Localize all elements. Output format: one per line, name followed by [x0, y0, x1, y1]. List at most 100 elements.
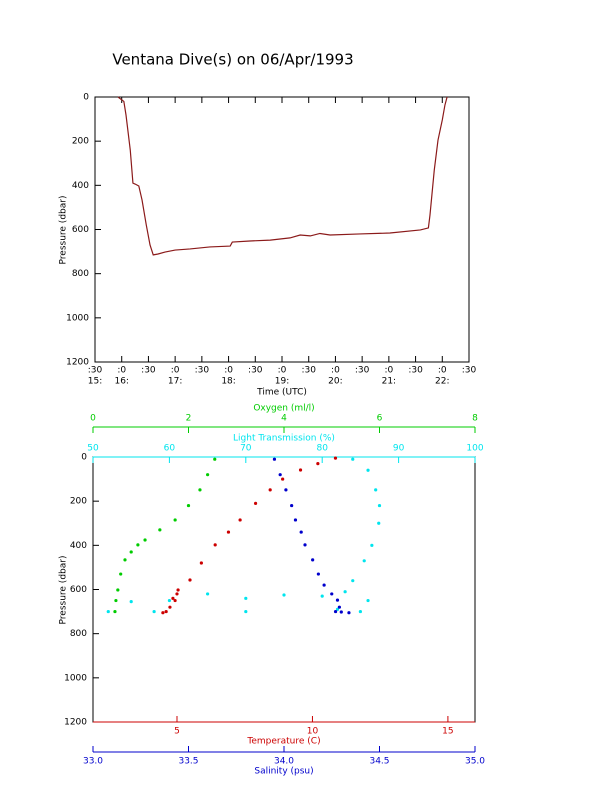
x-axis-label: Time (UTC): [256, 388, 307, 398]
x-tick-label: :0: [384, 366, 393, 376]
y-tick-label: 200: [72, 137, 89, 147]
y-tick-label: 800: [72, 269, 89, 279]
profile-point: [188, 578, 192, 582]
profile-point: [164, 609, 168, 614]
x-axis-label: Oxygen (ml/l): [253, 404, 314, 414]
x-tick-label: 60: [164, 444, 176, 454]
y-tick-label: 1000: [64, 673, 87, 683]
x-tick-label: 0: [90, 414, 96, 424]
x-tick-label: 100: [466, 444, 483, 454]
profile-point: [244, 609, 248, 614]
profile-point: [168, 605, 172, 609]
y-tick-label: 400: [72, 181, 89, 191]
profile-point: [244, 596, 248, 600]
x-tick-label: :0: [331, 366, 340, 376]
profile-point: [333, 609, 338, 614]
profile-point: [316, 462, 320, 466]
profile-point: [322, 583, 326, 587]
profile-point: [366, 468, 370, 472]
pressure-line: [117, 96, 448, 256]
x-tick-label: 8: [472, 414, 478, 424]
x-axis-label: Salinity (psu): [254, 767, 313, 777]
y-tick-label: 800: [70, 629, 87, 639]
x-tick-label: 15: [442, 727, 453, 737]
x-tick-label: 33.5: [178, 757, 198, 767]
profile-point: [281, 477, 285, 481]
profile-point: [173, 598, 177, 603]
x-axis-label: Temperature (C): [246, 737, 320, 747]
profile-point: [351, 579, 355, 583]
profile-point: [320, 594, 324, 598]
chart-title: Ventana Dive(s) on 06/Apr/1993: [112, 51, 353, 69]
x-tick-label: 50: [87, 444, 99, 454]
profile-point: [253, 501, 258, 505]
profile-point: [113, 609, 117, 614]
profile-point: [116, 588, 120, 592]
profile-point: [343, 590, 347, 594]
profile-point: [293, 518, 298, 522]
profile-point: [282, 593, 286, 597]
profile-point: [238, 518, 242, 522]
x-tick-label: 80: [316, 444, 328, 454]
y-tick-label: 600: [72, 225, 89, 235]
x-tick-label: 6: [377, 414, 383, 424]
profile-point: [171, 596, 175, 600]
y-tick-label: 200: [70, 497, 87, 507]
profile-point: [347, 611, 351, 615]
profile-point: [123, 558, 127, 562]
x-tick-label: :0: [438, 366, 447, 376]
profile-point: [290, 503, 294, 508]
x-tick-label: 70: [240, 444, 252, 454]
y-tick-label: 1200: [66, 358, 89, 368]
x-tick-label: 4: [281, 414, 287, 424]
x-tick-hour-label: 19:: [275, 377, 289, 387]
x-tick-label: 5: [174, 727, 180, 737]
x-tick-label: 10: [307, 727, 319, 737]
y-axis-label: Pressure (dbar): [59, 196, 69, 265]
x-tick-label: :30: [462, 366, 477, 376]
profile-point: [175, 592, 179, 596]
x-tick-label: :0: [278, 366, 287, 376]
profile-point: [358, 609, 362, 614]
x-tick-hour-label: 21:: [382, 377, 396, 387]
profile-point: [198, 488, 202, 492]
profile-point: [316, 572, 320, 576]
profile-point: [311, 558, 315, 562]
y-tick-label: 1200: [64, 718, 87, 728]
x-tick-label: :0: [224, 366, 233, 376]
x-tick-label: 34.5: [369, 757, 389, 767]
profile-point: [206, 592, 210, 596]
profile-point: [199, 561, 203, 565]
x-tick-label: :30: [195, 366, 210, 376]
profile-point: [362, 559, 366, 563]
profile-point: [119, 572, 123, 576]
x-tick-hour-label: 22:: [435, 377, 449, 387]
x-tick-label: :30: [141, 366, 156, 376]
x-tick-hour-label: 16:: [114, 377, 128, 387]
profile-point: [129, 600, 133, 604]
profile-point: [213, 543, 217, 547]
x-tick-hour-label: 17:: [168, 377, 182, 387]
x-tick-label: 90: [393, 444, 405, 454]
profile-point: [337, 605, 341, 609]
profile-point: [335, 598, 340, 602]
profile-point: [206, 473, 210, 477]
profile-point: [143, 538, 147, 542]
x-tick-label: 34.0: [274, 757, 294, 767]
profile-point: [213, 457, 217, 461]
profile-point: [176, 588, 180, 592]
x-tick-label: :30: [408, 366, 423, 376]
profile-point: [226, 530, 231, 534]
profile-point: [278, 473, 282, 477]
profile-point: [161, 611, 165, 615]
x-axis-label: Light Transmission (%): [233, 434, 335, 444]
y-tick-label: 400: [70, 541, 87, 551]
x-tick-label: :30: [301, 366, 316, 376]
x-tick-label: :0: [171, 366, 180, 376]
x-tick-label: :0: [117, 366, 126, 376]
profile-point: [284, 488, 288, 492]
x-tick-hour-label: 20:: [328, 377, 342, 387]
profile-point: [106, 609, 110, 614]
profile-point: [377, 503, 382, 508]
